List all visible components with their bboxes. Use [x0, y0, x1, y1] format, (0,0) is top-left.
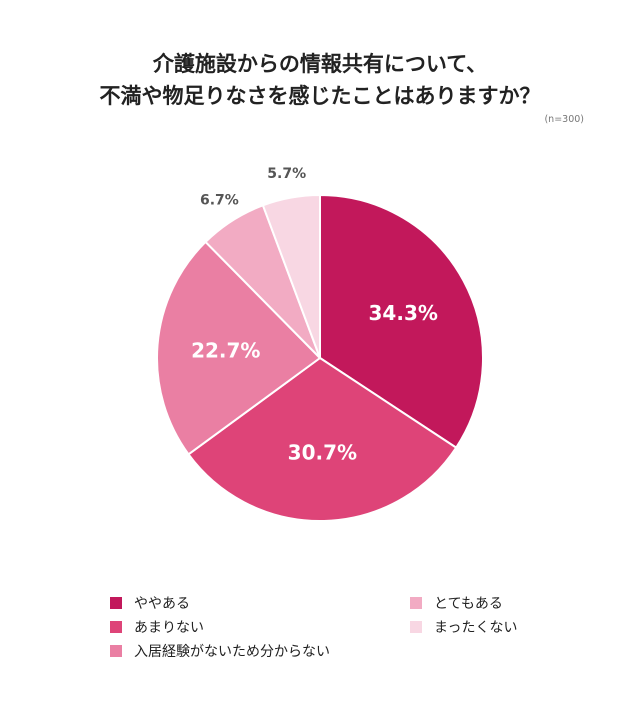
pie-slice-label-2: 30.7% — [288, 441, 357, 465]
pie-slice-label-3: 22.7% — [191, 338, 260, 362]
chart-title: 介護施設からの情報共有について、 不満や物足りなさを感じたことはありますか？ — [0, 48, 640, 112]
pie-slice-2 — [187, 357, 458, 522]
chart-title-line-2: 不満や物足りなさを感じたことはありますか？ — [99, 84, 541, 108]
pie-slice-label-1: 34.3% — [369, 301, 438, 325]
pie-slice-label-4: 6.7% — [200, 192, 239, 208]
chart-title-line-1: 介護施設からの情報共有について、 — [152, 52, 488, 76]
pie-slice-3 — [156, 240, 321, 456]
pie-slice-label-5: 5.7% — [267, 166, 306, 182]
sample-size-note: (n=300) — [544, 114, 584, 125]
pie-slice-5 — [261, 194, 321, 359]
